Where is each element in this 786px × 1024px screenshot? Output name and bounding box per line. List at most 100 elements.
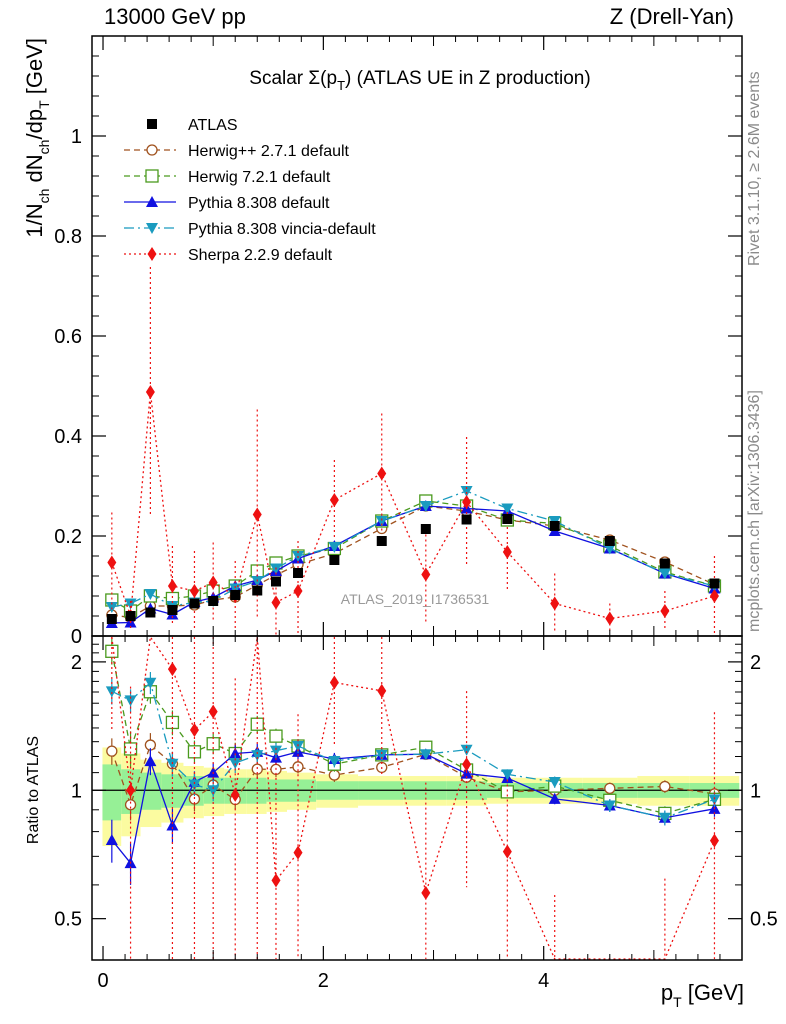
- legend-marker-0: [147, 119, 157, 129]
- series-4-ratio-point: [329, 675, 339, 690]
- series-4-main-line: [111, 391, 715, 620]
- series-4-ratio-point: [208, 704, 218, 719]
- legend-marker-5: [147, 247, 157, 261]
- main-y-tick-label: 0: [71, 626, 82, 648]
- atlas-data-point: [125, 611, 136, 621]
- series-1-ratio-point: [269, 729, 283, 743]
- series-2-ratio-point: [229, 747, 242, 759]
- series-4-ratio-point: [421, 885, 431, 900]
- series-4-point: [462, 495, 472, 509]
- series-2-ratio-point: [144, 755, 157, 767]
- series-3-ratio-point: [708, 794, 721, 806]
- series-3-ratio-point: [188, 779, 201, 791]
- series-2-ratio-point: [166, 819, 179, 831]
- legend: ATLAS Herwig++ 2.7.1 default Herwig 7.2.1 …: [124, 117, 376, 264]
- series-3-ratio-point: [419, 749, 432, 761]
- atlas-data-point: [252, 585, 263, 596]
- series-4-point: [502, 545, 512, 559]
- series-0-ratio-point: [251, 763, 263, 775]
- series-4-point: [377, 466, 387, 481]
- series-4-ratio-point: [230, 787, 240, 802]
- ratio-y-tick-label-right: 1: [750, 780, 761, 802]
- atlas-data-point: [549, 521, 560, 531]
- series-3-ratio-point: [251, 750, 264, 762]
- series-4-ratio-point: [462, 757, 472, 772]
- series-0-ratio-point: [124, 799, 137, 811]
- legend-label-3: Pythia 8.308 default: [188, 195, 330, 212]
- series-layer: [105, 267, 722, 960]
- series-4-point: [605, 611, 615, 626]
- series-3-ratio-point: [658, 812, 671, 824]
- ratio-y-tick-label-left: 1: [71, 780, 82, 802]
- series-0-ratio-point: [106, 745, 118, 757]
- series-3-ratio-point: [501, 769, 514, 781]
- legend-marker-2: [145, 169, 159, 183]
- legend-label-2: Herwig 7.2.1 default: [188, 169, 331, 186]
- series-4-point: [252, 507, 262, 522]
- main-y-tick-label: 0.2: [54, 526, 82, 548]
- ratio-axis-label: Ratio to ATLAS: [25, 736, 42, 844]
- series-4-ratio-point: [189, 723, 199, 738]
- series-3-ratio-point: [166, 758, 179, 770]
- atlas-data-point: [189, 598, 200, 609]
- atlas-data-point: [208, 596, 219, 606]
- series-3-point: [658, 568, 671, 580]
- x-tick-label: 2: [318, 970, 329, 992]
- series-4-point: [208, 575, 218, 590]
- series-3-point: [603, 543, 616, 555]
- series-3-ratio-point: [144, 677, 157, 689]
- ratio-band-inner: [102, 764, 122, 821]
- series-3-point: [419, 501, 432, 512]
- legend-label-0: ATLAS: [188, 117, 238, 134]
- series-3-ratio-point: [603, 800, 616, 812]
- series-0-ratio-point: [292, 761, 304, 773]
- atlas-data-layer: [106, 514, 720, 624]
- legend-label-4: Pythia 8.308 vincia-default: [188, 221, 376, 238]
- x-tick-label: 0: [97, 970, 108, 992]
- atlas-data-point: [376, 536, 387, 546]
- series-4-point: [107, 555, 117, 570]
- series-3-point: [124, 598, 137, 610]
- series-2-ratio-point: [105, 833, 118, 845]
- series-3-ratio-point: [124, 695, 137, 707]
- atlas-data-point: [329, 555, 340, 565]
- atlas-data-point: [230, 590, 241, 600]
- series-3-point: [375, 516, 388, 527]
- series-3-point: [460, 486, 473, 497]
- legend-marker-1: [146, 144, 158, 156]
- analysis-id-label: ATLAS_2019_I1736531: [341, 591, 490, 607]
- series-4-point: [167, 579, 177, 593]
- chart-title: Scalar Σ(pT) (ATLAS UE in Z production): [249, 68, 590, 93]
- series-4-point: [329, 493, 339, 507]
- header-right: Z (Drell-Yan): [609, 4, 734, 29]
- series-3-ratio-point: [269, 745, 282, 757]
- atlas-data-point: [167, 605, 178, 615]
- series-4-point: [293, 584, 303, 598]
- series-3-main-line: [111, 490, 715, 608]
- atlas-data-point: [270, 576, 281, 587]
- series-4-point: [271, 595, 281, 610]
- ratio-band-inner: [140, 772, 162, 810]
- ratio-y-tick-label-left: 2: [71, 652, 82, 674]
- atlas-data-point: [461, 514, 472, 525]
- series-4-ratio-point: [377, 683, 387, 698]
- legend-label-1: Herwig++ 2.7.1 default: [188, 143, 350, 160]
- legend-label-5: Sherpa 2.2.9 default: [188, 247, 333, 264]
- atlas-data-point: [420, 524, 431, 534]
- series-4-ratio-point: [502, 844, 512, 859]
- atlas-data-point: [502, 514, 513, 524]
- main-y-tick-label: 0.8: [54, 226, 82, 248]
- ratio-band-inner: [161, 774, 184, 808]
- series-2-ratio-point: [548, 792, 561, 804]
- x-axis-label: pT [GeV]: [661, 980, 744, 1010]
- series-4-point: [709, 589, 719, 603]
- series-3-point: [501, 503, 514, 515]
- x-tick-label: 4: [538, 970, 549, 992]
- series-4-ratio-point: [293, 845, 303, 860]
- atlas-data-point: [604, 536, 615, 546]
- series-3-ratio-point: [105, 686, 118, 698]
- series-3-point: [144, 589, 157, 600]
- series-4-ratio-point: [126, 783, 136, 798]
- labels-layer: Scalar Σ(pT) (ATLAS UE in Z production) A…: [22, 38, 744, 1010]
- series-4-ratio-point: [709, 833, 719, 848]
